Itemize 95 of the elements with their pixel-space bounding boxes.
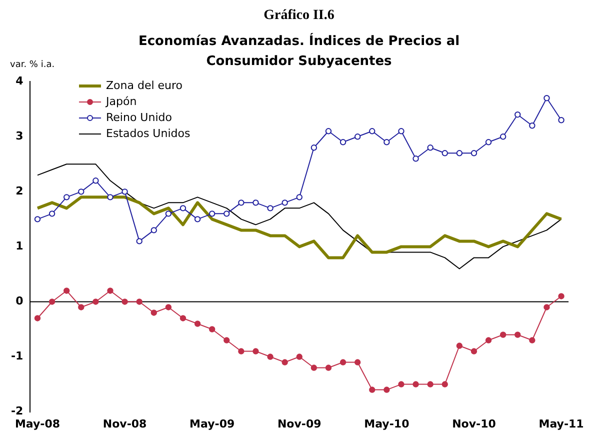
point: [78, 188, 84, 195]
point: [544, 304, 550, 310]
point: [427, 381, 434, 388]
point: [48, 210, 56, 217]
point: [78, 304, 84, 310]
point: [194, 216, 201, 222]
point: [282, 200, 288, 206]
point: [34, 315, 41, 322]
point: [296, 194, 302, 200]
point: [150, 310, 157, 316]
point: [34, 216, 41, 222]
point: [558, 293, 564, 300]
point: [310, 144, 318, 151]
point: [165, 210, 172, 217]
x-tick-label: Nov-09: [277, 417, 322, 430]
point: [325, 364, 332, 371]
point: [354, 134, 361, 140]
point: [267, 205, 274, 212]
x-tick-label: Nov-10: [452, 417, 496, 430]
point: [63, 288, 70, 294]
point: [456, 342, 463, 349]
point: [369, 128, 376, 134]
point: [398, 381, 404, 388]
y-tick-label: 2: [16, 184, 24, 198]
point: [122, 298, 128, 305]
point: [412, 381, 419, 388]
point: [470, 348, 478, 354]
point: [442, 150, 448, 156]
point: [136, 298, 142, 305]
point: [107, 288, 114, 294]
point: [384, 386, 390, 393]
point: [208, 326, 216, 332]
x-tick-label: May-09: [190, 417, 235, 430]
y-tick-label: -2: [10, 404, 24, 418]
point: [354, 359, 361, 366]
point: [398, 128, 404, 134]
legend-label: Estados Unidos: [106, 126, 190, 142]
x-tick-label: May-10: [364, 417, 410, 430]
point: [529, 122, 536, 129]
x-tick-label: May-08: [14, 417, 60, 430]
point: [296, 354, 302, 360]
point: [92, 298, 99, 305]
point: [384, 139, 390, 146]
point: [136, 238, 142, 244]
point: [48, 298, 56, 305]
point: [558, 117, 564, 124]
x-tick-label: Nov-08: [102, 417, 147, 430]
point: [340, 139, 346, 146]
chart-title: Gráfico II.6: [262, 8, 336, 24]
point: [238, 348, 244, 354]
point: [442, 381, 448, 388]
point: [122, 188, 128, 195]
y-tick-label: 1: [16, 240, 24, 253]
point: [369, 386, 376, 393]
point: [282, 359, 288, 366]
y-tick-label: 4: [16, 74, 24, 88]
point: [514, 112, 521, 118]
point: [252, 348, 259, 354]
point: [485, 337, 492, 344]
point: [224, 210, 230, 217]
point: [514, 332, 521, 338]
point: [194, 320, 201, 327]
legend-label: Zona del euro: [106, 78, 183, 94]
point: [107, 194, 114, 200]
point: [340, 359, 346, 366]
point: [150, 227, 157, 234]
point: [238, 200, 244, 206]
point: [325, 128, 332, 134]
y-tick-label: 3: [16, 129, 24, 142]
point: [544, 95, 550, 102]
point: [267, 354, 274, 360]
point: [63, 194, 70, 200]
point: [470, 150, 478, 156]
point: [180, 315, 186, 322]
y-tick-label: -1: [10, 350, 24, 363]
point: [92, 178, 99, 184]
point: [208, 210, 216, 217]
point: [165, 304, 172, 310]
point: [224, 337, 230, 344]
legend-label: Japón: [106, 94, 137, 110]
point: [412, 156, 419, 162]
legend-label: Reino Unido: [106, 110, 172, 126]
point: [485, 139, 492, 146]
y-axis-title: var. % i.a.: [10, 60, 55, 70]
point: [427, 144, 434, 151]
point: [529, 337, 536, 344]
point: [500, 134, 506, 140]
point: [310, 364, 318, 371]
y-tick-label: 0: [16, 294, 24, 308]
x-tick-label: May-11: [538, 417, 584, 430]
chart-subtitle: Economías Avanzadas. Índices de Precios al Consumidor Subyacentes: [137, 32, 461, 71]
point: [500, 332, 506, 338]
point: [180, 205, 186, 212]
point: [456, 150, 463, 156]
point: [252, 200, 259, 206]
